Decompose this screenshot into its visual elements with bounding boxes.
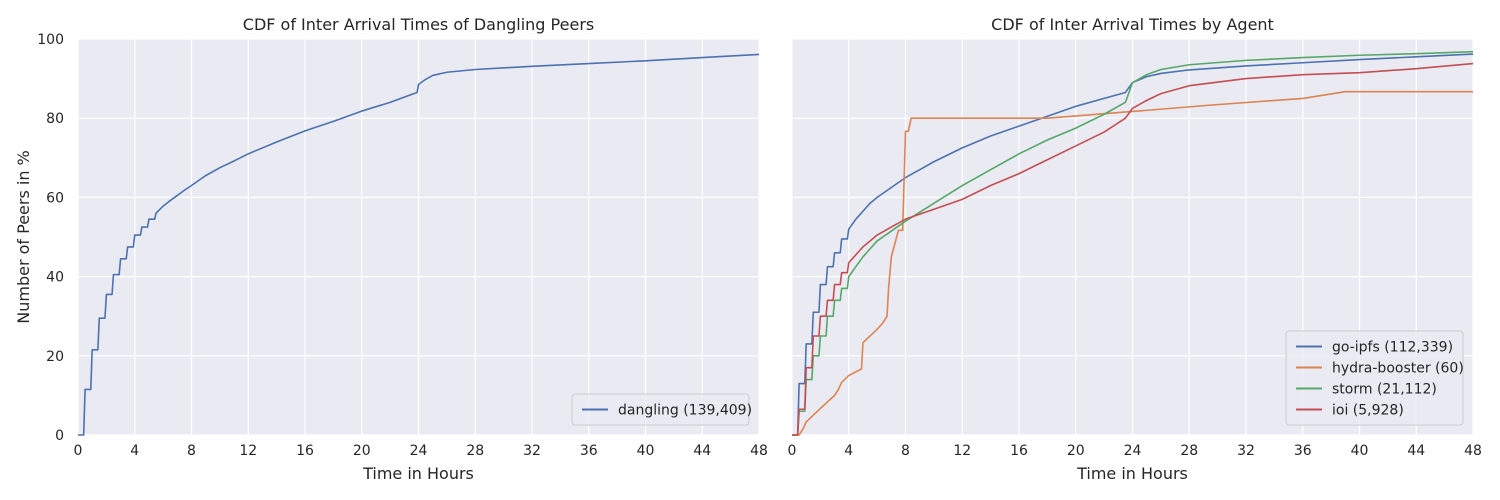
left-x-axis-label: Time in Hours [362,464,474,483]
series-line-0 [792,53,1474,436]
x-tick-label: 4 [130,443,139,459]
y-tick-label: 20 [46,349,64,365]
series-line-2 [792,50,1474,436]
right-series-lines [792,50,1474,436]
x-tick-label: 12 [953,443,971,459]
x-tick-label: 40 [1351,443,1369,459]
right-x-axis-label: Time in Hours [1076,464,1188,483]
x-tick-label: 16 [296,443,314,459]
left-series-lines [78,53,760,436]
x-tick-label: 24 [410,443,428,459]
left-y-axis-label: Number of Peers in % [14,150,33,324]
x-tick-label: 36 [1294,443,1312,459]
x-tick-label: 48 [750,443,768,459]
x-tick-label: 12 [239,443,257,459]
right-x-tick-labels: 0 4 8 12 16 20 24 28 32 36 40 44 48 [788,443,1482,459]
left-chart-title: CDF of Inter Arrival Times of Dangling P… [243,15,594,34]
left-x-tick-labels: 0 4 8 12 16 20 24 28 32 36 40 44 48 [74,443,768,459]
y-tick-label: 100 [37,32,64,48]
series-line-0 [78,53,760,436]
x-tick-label: 28 [1180,443,1198,459]
y-tick-label: 40 [46,270,64,286]
left-legend: dangling (139,409) [571,393,752,426]
legend-box [571,393,750,426]
legend-label: ioi (5,928) [1332,403,1404,419]
x-tick-label: 28 [466,443,484,459]
x-tick-label: 8 [187,443,196,459]
x-tick-label: 48 [1464,443,1482,459]
x-tick-label: 4 [844,443,853,459]
x-tick-label: 24 [1124,443,1142,459]
x-tick-label: 44 [1407,443,1425,459]
y-tick-label: 60 [46,190,64,206]
right-legend: go-ipfs (112,339) hydra-booster (60) storm… [1285,330,1464,426]
x-tick-label: 32 [523,443,541,459]
right-chart-panel: 0 4 8 12 16 20 24 28 32 36 40 44 48 CDF of Inter Arr… [788,15,1482,483]
x-tick-label: 8 [901,443,910,459]
y-tick-label: 0 [55,428,64,444]
legend-label: hydra-booster (60) [1332,361,1464,377]
x-tick-label: 44 [693,443,711,459]
left-y-tick-labels: 0 20 40 60 80 100 [37,32,64,444]
legend-label: go-ipfs (112,339) [1332,340,1453,356]
legend-label: dangling (139,409) [618,403,752,419]
left-grid [77,38,760,436]
x-tick-label: 0 [74,443,83,459]
series-line-3 [792,62,1474,436]
legend-box [1285,330,1464,426]
x-tick-label: 40 [637,443,655,459]
x-tick-label: 20 [1067,443,1085,459]
x-tick-label: 20 [353,443,371,459]
x-tick-label: 32 [1237,443,1255,459]
x-tick-label: 0 [788,443,797,459]
x-tick-label: 16 [1010,443,1028,459]
legend-label: storm (21,112) [1332,382,1437,398]
right-chart-title: CDF of Inter Arrival Times by Agent [991,15,1274,34]
y-tick-label: 80 [46,111,64,127]
x-tick-label: 36 [580,443,598,459]
